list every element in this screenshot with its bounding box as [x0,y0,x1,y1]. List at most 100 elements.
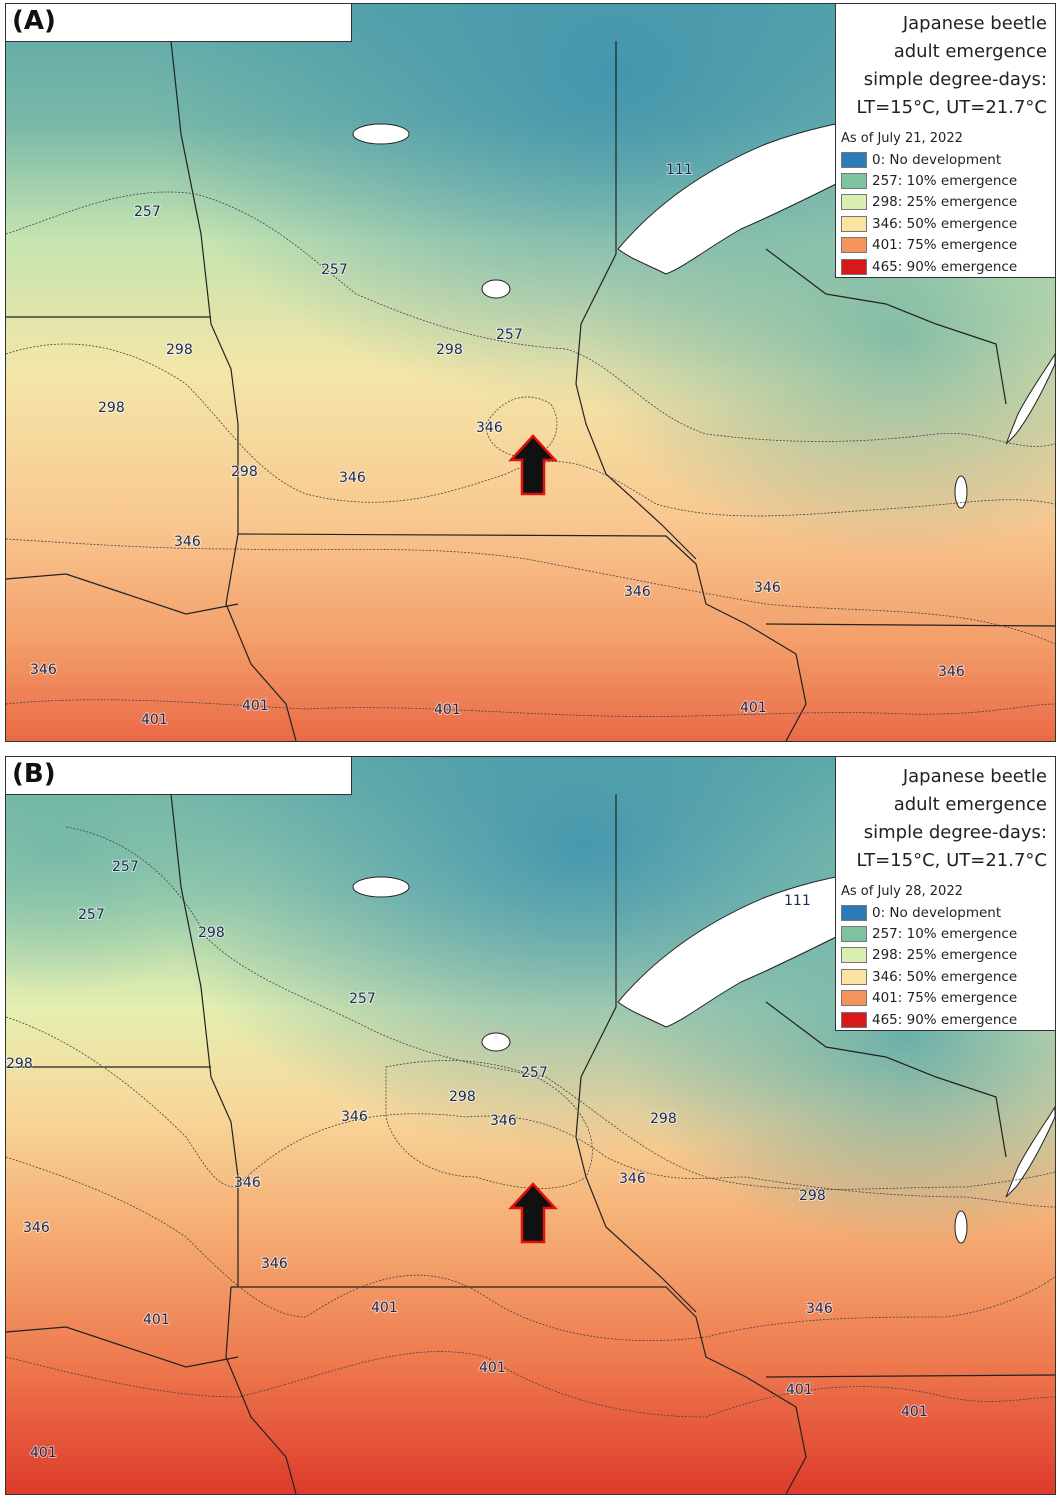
legend-label: 465: 90% emergence [872,258,1018,275]
legend-label: 257: 10% emergence [872,926,1018,943]
contour-label: 257 [78,907,105,923]
panel-label: (B) [12,759,56,789]
contour-label: 346 [938,664,965,680]
contour-label-group: 111 257 257 257 257 298 298 298 298 298 … [6,858,929,1462]
legend-label: 346: 50% emergence [872,215,1018,232]
legend-swatch [841,990,867,1007]
legend-label: 401: 75% emergence [872,237,1018,254]
legend-label: 0: No development [872,904,1002,921]
contour-lines [6,826,1055,1418]
contour-label: 401 [786,1382,813,1398]
contour-label: 401 [141,712,168,728]
legend-swatch [841,904,867,921]
contour-label: 401 [434,702,461,718]
contour-label: 257 [349,991,376,1007]
contour-label: 298 [650,1111,677,1127]
legend-item: 346: 50% emergence [841,213,1017,234]
legend-swatch [841,926,867,943]
contour-label: 257 [496,327,523,343]
legend-label: 298: 25% emergence [872,947,1018,964]
legend-item: 401: 75% emergence [841,988,1017,1009]
legend: Japanese beetle adult emergence simple d… [835,757,1055,1031]
contour-label: 346 [754,580,781,596]
contour-label: 401 [479,1360,506,1376]
contour-label: 401 [901,1404,928,1420]
lake-red-lake [352,876,410,898]
legend: Japanese beetle adult emergence simple d… [835,4,1055,278]
legend-title-line: LT=15°C, UT=21.7°C [856,97,1047,118]
contour-label: 257 [521,1065,548,1081]
contour-label: 401 [30,1445,57,1461]
contour-label: 346 [174,534,201,550]
arrow-icon [508,1182,558,1244]
contour-label: 346 [339,470,366,486]
state-boundaries [6,40,1055,741]
legend-label: 0: No development [872,151,1002,168]
legend-label: 465: 90% emergence [872,1011,1018,1028]
contour-label: 346 [619,1171,646,1187]
state-boundaries [6,793,1055,1494]
legend-swatch [841,1011,867,1028]
legend-label: 401: 75% emergence [872,990,1018,1007]
contour-label: 298 [198,925,225,941]
legend-swatch [841,237,867,254]
lake-mille-lacs [481,1032,511,1052]
contour-label: 298 [166,342,193,358]
legend-title-line: adult emergence [893,794,1047,815]
contour-label: 346 [261,1256,288,1272]
legend-item: 0: No development [841,149,1017,170]
contour-label: 298 [231,464,258,480]
contour-label: 298 [98,400,125,416]
contour-label: 346 [476,420,503,436]
legend-swatch [841,173,867,190]
lake-winnebago [954,1210,968,1244]
contour-label: 346 [30,662,57,678]
legend-item: 401: 75% emergence [841,235,1017,256]
legend-title: Japanese beetle adult emergence simple d… [836,10,1055,122]
legend-item: 298: 25% emergence [841,192,1017,213]
legend-title: Japanese beetle adult emergence simple d… [836,763,1055,875]
legend-label: 298: 25% emergence [872,194,1018,211]
contour-label: 346 [806,1301,833,1317]
contour-label: 401 [740,700,767,716]
panel-label-box: (B) [6,757,352,795]
legend-title-line: LT=15°C, UT=21.7°C [856,850,1047,871]
legend-title-line: Japanese beetle [902,13,1047,34]
panel-label-box: (A) [6,4,352,42]
contour-label: 111 [666,162,693,178]
contour-label: 401 [242,698,269,714]
legend-item: 298: 25% emergence [841,945,1017,966]
legend-item: 0: No development [841,902,1017,923]
contour-label: 346 [341,1109,368,1125]
legend-item: 465: 90% emergence [841,256,1017,277]
legend-title-line: simple degree-days: [863,822,1047,843]
legend-date: As of July 28, 2022 [841,884,963,899]
contour-label: 257 [321,262,348,278]
lake-superior [617,874,847,1028]
legend-date: As of July 21, 2022 [841,131,963,146]
contour-label: 346 [490,1113,517,1129]
legend-title-line: adult emergence [893,41,1047,62]
contour-label-group: 111 257 257 257 298 298 298 298 346 346 … [29,161,966,729]
legend-swatch [841,151,867,168]
contour-label: 346 [23,1220,50,1236]
lake-michigan [1005,1106,1055,1198]
legend-item: 465: 90% emergence [841,1009,1017,1030]
legend-swatch [841,215,867,232]
contour-label: 346 [234,1175,261,1191]
legend-title-line: Japanese beetle [902,766,1047,787]
contour-label: 298 [6,1056,33,1072]
legend-title-line: simple degree-days: [863,69,1047,90]
legend-item: 257: 10% emergence [841,170,1017,191]
contour-label: 111 [784,893,811,909]
contour-label: 298 [449,1089,476,1105]
contour-label: 257 [134,204,161,220]
lake-superior [617,121,847,275]
lake-mille-lacs [481,279,511,299]
legend-label: 257: 10% emergence [872,173,1018,190]
legend-swatch [841,968,867,985]
legend-label: 346: 50% emergence [872,968,1018,985]
panel-label: (A) [12,6,56,36]
map-b-canvas: 111 257 257 257 257 298 298 298 298 298 … [6,757,1055,1494]
legend-items: 0: No development 257: 10% emergence 298… [841,149,1017,277]
